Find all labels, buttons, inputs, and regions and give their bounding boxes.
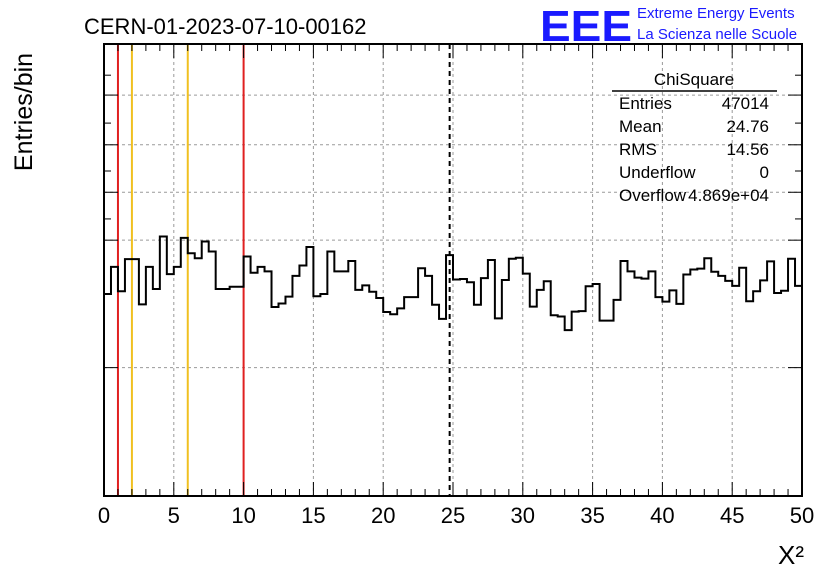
- stats-value: 47014: [722, 94, 769, 113]
- stats-box: ChiSquare Entries 47014 Mean 24.76 RMS 1…: [612, 70, 777, 205]
- stats-value: 24.76: [726, 117, 769, 136]
- x-tick-label: 50: [790, 503, 814, 528]
- x-tick-label: 35: [580, 503, 604, 528]
- histogram-layer: [104, 235, 802, 332]
- histogram-line: [104, 235, 802, 332]
- x-tick-label: 5: [168, 503, 180, 528]
- stats-label: Entries: [619, 94, 672, 113]
- x-tick-label: 25: [441, 503, 465, 528]
- x-axis-label: X²: [778, 540, 804, 570]
- stats-value: 14.56: [726, 140, 769, 159]
- chart-title: CERN-01-2023-07-10-00162: [84, 14, 367, 39]
- x-tick-label: 15: [301, 503, 325, 528]
- eee-logo: EEE Extreme Energy Events La Scienza nel…: [540, 2, 797, 51]
- eee-logo-line1: Extreme Energy Events: [637, 5, 795, 22]
- x-tick-label: 20: [371, 503, 395, 528]
- x-tick-labels: 0 5 10 15 20 25 30 35 40 45 50: [98, 503, 814, 528]
- stats-label: Overflow: [619, 186, 687, 205]
- stats-label: Underflow: [619, 163, 696, 182]
- eee-logo-line2: La Scienza nelle Scuole: [637, 26, 797, 43]
- grid-layer: [104, 44, 802, 496]
- ticks-layer: [103, 44, 803, 496]
- x-tick-label: 0: [98, 503, 110, 528]
- stats-label: RMS: [619, 140, 657, 159]
- stats-label: Mean: [619, 117, 662, 136]
- eee-logo-mark: EEE: [540, 2, 632, 51]
- x-tick-label: 10: [231, 503, 255, 528]
- y-axis-label: Entries/bin: [10, 53, 38, 171]
- x-tick-label: 40: [650, 503, 674, 528]
- x-tick-label: 30: [511, 503, 535, 528]
- stats-title: ChiSquare: [654, 70, 734, 89]
- stats-value: 4.869e+04: [688, 186, 769, 205]
- x-tick-label: 45: [720, 503, 744, 528]
- stats-value: 0: [760, 163, 769, 182]
